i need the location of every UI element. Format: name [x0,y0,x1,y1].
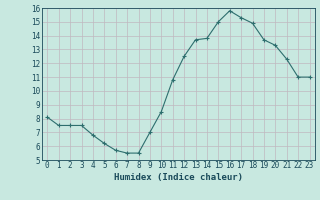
X-axis label: Humidex (Indice chaleur): Humidex (Indice chaleur) [114,173,243,182]
